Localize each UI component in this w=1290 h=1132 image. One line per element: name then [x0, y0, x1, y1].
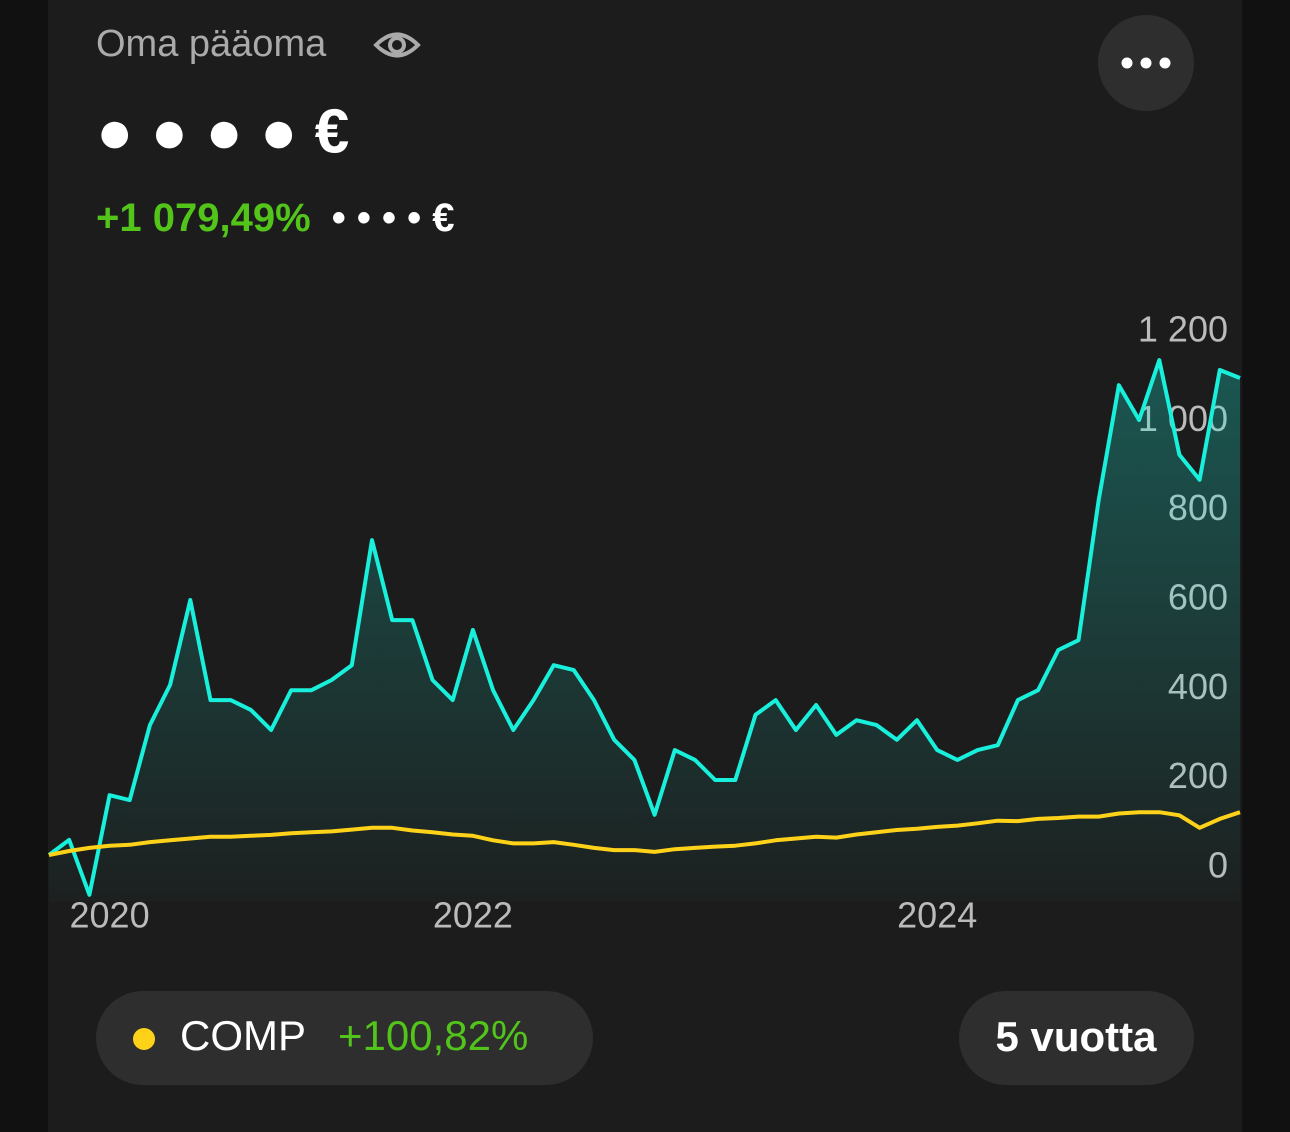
- period-label[interactable]: 5 vuotta: [995, 1013, 1157, 1060]
- legend-label: COMP: [180, 1012, 306, 1059]
- period-button[interactable]: [959, 991, 1194, 1085]
- change-amount: • • • • €: [332, 196, 455, 240]
- line: [47, 358, 1241, 897]
- hidden-value: ● ● ● ● €: [96, 97, 349, 166]
- area: [49, 360, 1240, 902]
- benchmark-pill[interactable]: [96, 991, 593, 1085]
- legend-dot: [133, 1028, 155, 1050]
- change-percent: +1 079,49%: [96, 196, 311, 240]
- benchmark-change: +100,82%: [338, 1012, 528, 1059]
- more-dots: [1121, 57, 1171, 69]
- change-line: +1 079,49% • • • • €: [96, 196, 454, 240]
- line: [48, 810, 1241, 857]
- eye-icon[interactable]: [373, 32, 421, 58]
- title: Oma pääoma: [96, 23, 327, 65]
- card: [48, 0, 1242, 1132]
- y-tick-label: 1 200: [1138, 309, 1228, 350]
